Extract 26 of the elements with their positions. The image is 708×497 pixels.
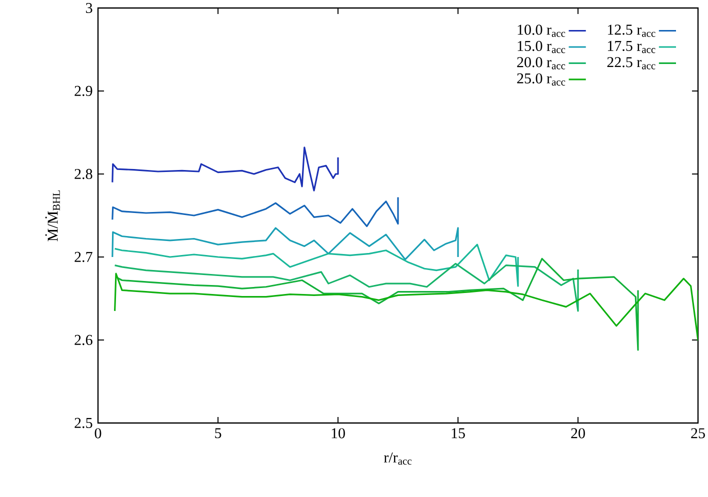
legend-label: 22.5 r$_{acc}$: [607, 57, 656, 70]
y-tick-label: 2.8: [74, 168, 92, 180]
legend-label: 20.0 r$_{acc}$: [517, 57, 566, 70]
x-axis-title: r/r$_{acc}$: [384, 452, 412, 465]
line-series: [112, 227, 459, 260]
x-tick-label: 5: [215, 428, 222, 438]
legend-label: 12.5 r$_{acc}$: [608, 24, 656, 37]
legend-label: 10.0 r$_{acc}$: [518, 24, 566, 37]
line-series: [114, 272, 698, 341]
y-tick-label: 2.9: [74, 86, 92, 96]
line-series: [114, 244, 519, 287]
y-tick-label: 2.6: [74, 334, 92, 346]
x-tick-label: 20: [571, 428, 585, 438]
x-tick-label: 15: [452, 428, 465, 438]
x-tick-label: 10: [332, 428, 345, 438]
line-series: [112, 146, 339, 192]
y-tick-label: 2.7: [74, 252, 92, 262]
legend-label: 25.0 r$_{acc}$: [517, 73, 566, 86]
legend-label: 15.0 r$_{acc}$: [518, 40, 566, 54]
legend-label: 17.5 r$_{acc}$: [608, 40, 656, 54]
y-axis-title: Ṁ/Ṁ$_{BHL}$: [45, 190, 60, 242]
x-tick-label: 25: [691, 428, 705, 438]
y-tick-label: 2.5: [74, 418, 92, 428]
y-tick-label: 3: [86, 2, 92, 14]
x-tick-label: 0: [94, 428, 102, 438]
line-series: [112, 196, 399, 228]
